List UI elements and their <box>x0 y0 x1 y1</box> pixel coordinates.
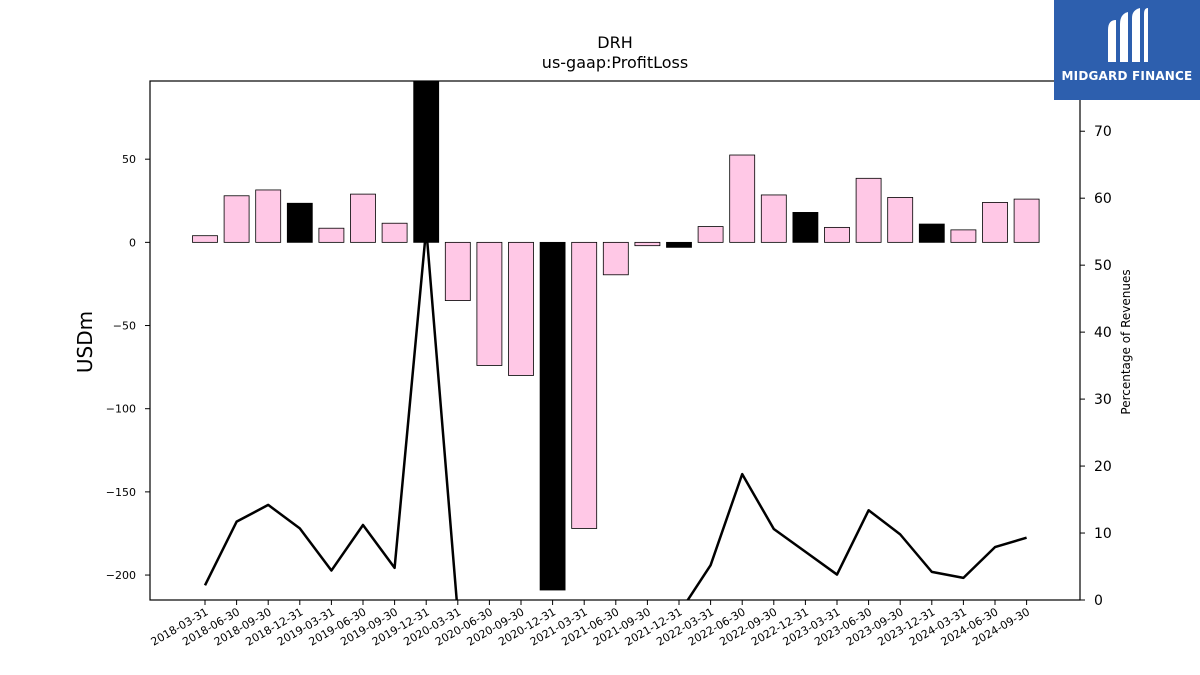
y2-tick-label: 30 <box>1094 392 1112 408</box>
bar-2019-12-31 <box>413 81 440 243</box>
y2-tick-label: 40 <box>1094 325 1112 341</box>
y-axis-label: USDm <box>73 311 97 373</box>
left-axis: 50 0 −50 −100 −150 −200 <box>106 153 150 582</box>
bar-2023-06-30 <box>855 177 882 243</box>
revenue-percentage-line <box>203 227 1027 600</box>
bar-2023-12-31 <box>918 223 945 243</box>
y2-tick-label: 60 <box>1094 191 1112 207</box>
bar-2020-06-30 <box>476 241 503 366</box>
y2-tick-label: 70 <box>1094 124 1112 140</box>
midgard-finance-logo: MIDGARD FINANCE <box>1054 0 1200 100</box>
bar-2022-09-30 <box>760 194 787 243</box>
bar-2020-09-30 <box>508 241 534 376</box>
bar-2024-09-30 <box>1013 198 1040 243</box>
bar-2023-03-31 <box>824 226 850 243</box>
y-tick-label: 50 <box>122 153 136 166</box>
bar-2021-03-31 <box>571 241 598 529</box>
bar-2019-03-31 <box>318 227 345 243</box>
y2-tick-label: 50 <box>1094 258 1112 274</box>
y-tick-label: 0 <box>129 236 136 249</box>
bar-2018-12-31 <box>286 202 313 243</box>
plot-frame <box>149 80 1081 601</box>
bar-2024-03-31 <box>950 229 977 243</box>
bar-2018-03-31 <box>192 235 218 243</box>
chart-subtitle: us-gaap:ProfitLoss <box>542 53 688 72</box>
y-tick-label: −50 <box>113 320 136 333</box>
bar-2021-06-30 <box>602 241 629 276</box>
right-axis: 0 10 20 30 40 50 60 70 <box>1080 124 1112 609</box>
bar-2019-09-30 <box>381 222 408 243</box>
bar-2021-09-30 <box>634 241 661 247</box>
bar-2020-03-31 <box>444 241 471 301</box>
y2-tick-label: 0 <box>1094 593 1103 609</box>
bar-2021-12-31 <box>666 241 692 248</box>
bar-2022-06-30 <box>729 154 756 243</box>
bar-2022-12-31 <box>792 212 819 243</box>
plot-area <box>192 81 1040 600</box>
bar-2018-09-30 <box>255 189 282 243</box>
bar-2020-12-31 <box>539 241 566 591</box>
y2-tick-label: 10 <box>1094 526 1112 542</box>
y2-tick-label: 20 <box>1094 459 1112 475</box>
y-tick-label: −100 <box>106 403 136 416</box>
logo-text: MIDGARD FINANCE <box>1061 69 1193 83</box>
bar-2022-03-31 <box>697 226 724 243</box>
y-tick-label: −150 <box>106 486 136 499</box>
y-tick-label: −200 <box>106 569 136 582</box>
bar-2019-06-30 <box>350 193 376 243</box>
chart-title: DRH <box>597 33 632 52</box>
bar-2018-06-30 <box>223 195 250 243</box>
bar-2023-09-30 <box>887 197 914 243</box>
y2-axis-label: Percentage of Revenues <box>1119 269 1133 414</box>
x-axis: 2018-03-312018-06-302018-09-302018-12-31… <box>149 600 1032 649</box>
midgard-monogram-icon <box>1108 8 1148 62</box>
bar-2024-06-30 <box>982 202 1008 243</box>
